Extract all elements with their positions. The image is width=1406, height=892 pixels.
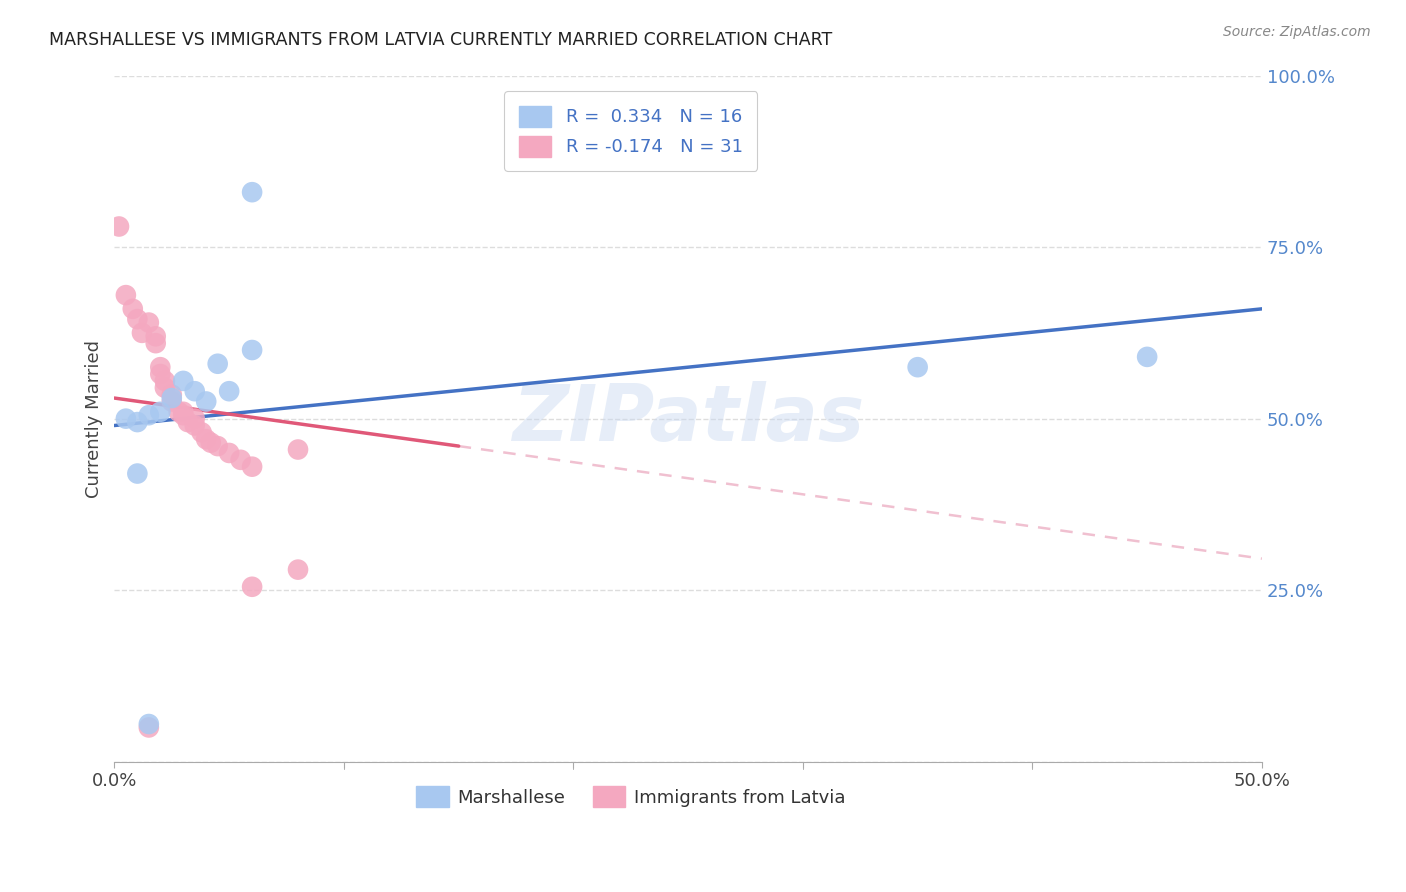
Point	[200, 435, 222, 450]
Point	[218, 384, 240, 399]
Point	[138, 717, 160, 731]
Legend: Marshallese, Immigrants from Latvia: Marshallese, Immigrants from Latvia	[409, 780, 853, 814]
Point	[287, 563, 309, 577]
Point	[287, 442, 309, 457]
Point	[115, 411, 138, 425]
Point	[115, 288, 138, 302]
Point	[240, 185, 263, 199]
Point	[138, 316, 160, 330]
Point	[240, 343, 263, 357]
Point	[184, 384, 207, 399]
Point	[149, 367, 172, 381]
Point	[177, 415, 200, 429]
Point	[195, 432, 218, 446]
Text: Source: ZipAtlas.com: Source: ZipAtlas.com	[1223, 25, 1371, 39]
Point	[172, 405, 194, 419]
Point	[121, 301, 143, 316]
Point	[190, 425, 212, 440]
Point	[131, 326, 153, 340]
Point	[184, 411, 207, 425]
Point	[207, 439, 229, 453]
Point	[172, 374, 194, 388]
Point	[145, 336, 167, 351]
Point	[172, 408, 194, 422]
Point	[138, 721, 160, 735]
Point	[149, 405, 172, 419]
Point	[229, 452, 252, 467]
Point	[127, 415, 149, 429]
Point	[160, 387, 183, 401]
Point	[218, 446, 240, 460]
Point	[907, 360, 929, 375]
Point	[149, 360, 172, 375]
Point	[1136, 350, 1159, 364]
Point	[207, 357, 229, 371]
Point	[138, 408, 160, 422]
Point	[184, 418, 207, 433]
Text: ZIPatlas: ZIPatlas	[512, 381, 865, 457]
Y-axis label: Currently Married: Currently Married	[86, 340, 103, 498]
Point	[153, 374, 176, 388]
Point	[240, 580, 263, 594]
Point	[127, 312, 149, 326]
Point	[127, 467, 149, 481]
Point	[160, 394, 183, 409]
Point	[195, 394, 218, 409]
Point	[108, 219, 131, 234]
Point	[160, 391, 183, 405]
Point	[153, 381, 176, 395]
Point	[145, 329, 167, 343]
Point	[167, 405, 190, 419]
Text: MARSHALLESE VS IMMIGRANTS FROM LATVIA CURRENTLY MARRIED CORRELATION CHART: MARSHALLESE VS IMMIGRANTS FROM LATVIA CU…	[49, 31, 832, 49]
Point	[240, 459, 263, 474]
